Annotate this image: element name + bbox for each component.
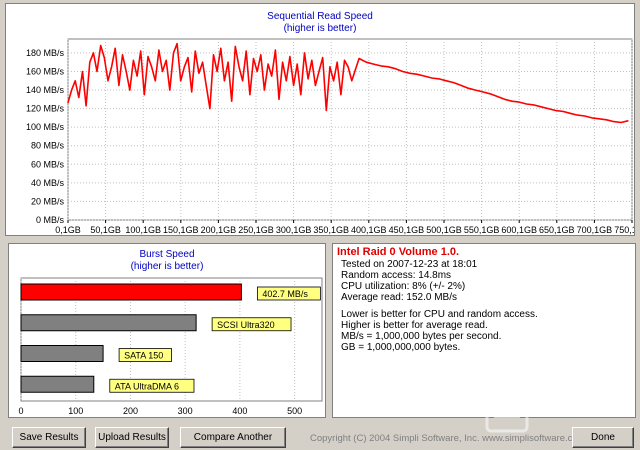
info-note-gb-definition: GB = 1,000,000,000 bytes.: [341, 342, 461, 353]
seq-y-tick-label: 140 MB/s: [26, 85, 65, 95]
burst-bar: [20, 283, 242, 301]
seq-y-tick-label: 0 MB/s: [36, 215, 65, 225]
upload-results-button[interactable]: Upload Results: [95, 427, 169, 448]
seq-x-tick-label: 750,1GB: [614, 225, 634, 235]
seq-read-series-line: [67, 42, 629, 124]
burst-x-tick-label: 500: [287, 406, 302, 416]
seq-x-tick-label: 300,1GB: [276, 225, 312, 235]
burst-x-tick-label: 100: [68, 406, 83, 416]
burst-bar-label-box: [211, 317, 292, 332]
seq-y-tick-label: 180 MB/s: [26, 48, 65, 58]
sequential-read-chart-panel: Sequential Read Speed (higher is better)…: [5, 3, 635, 236]
info-note-mbs-definition: MB/s = 1,000,000 bytes per second.: [341, 331, 502, 342]
seq-x-tick-label: 550,1GB: [464, 225, 500, 235]
burst-bar-label: ATA UltraDMA 6: [115, 381, 179, 391]
seq-x-tick-label: 0,1GB: [55, 225, 81, 235]
seq-x-tick-label: 450,1GB: [389, 225, 425, 235]
burst-chart-title: Burst Speed: [139, 249, 195, 260]
burst-bar-label-box: [109, 378, 195, 393]
burst-speed-chart: 0 100 200 300 400 500 402.7 MB/s SCSI Ultra320 S…: [18, 277, 323, 416]
compare-another-drive-button[interactable]: Compare Another Drive: [180, 427, 286, 448]
seq-y-tick-label: 60 MB/s: [31, 159, 65, 169]
seq-x-tick-label: 600,1GB: [501, 225, 537, 235]
seq-y-tick-label: 80 MB/s: [31, 141, 65, 151]
burst-speed-chart-panel: Burst Speed (higher is better) 0 100 200 30…: [8, 243, 326, 418]
info-cpu-utilization: CPU utilization: 8% (+/- 2%): [341, 281, 466, 292]
burst-x-tick-label: 300: [178, 406, 193, 416]
burst-bar-label: SCSI Ultra320: [217, 320, 275, 330]
burst-bar-label: 402.7 MB/s: [262, 289, 308, 299]
burst-bar: [20, 345, 104, 362]
seq-chart-subtitle: (higher is better): [283, 23, 357, 34]
seq-plot-area: [67, 38, 633, 221]
seq-y-tick-label: 40 MB/s: [31, 178, 65, 188]
seq-x-tick-label: 100,1GB: [125, 225, 161, 235]
burst-bar-label: SATA 150: [124, 351, 163, 361]
save-results-button[interactable]: Save Results: [12, 427, 86, 448]
burst-bar-label-box: [118, 348, 172, 362]
seq-x-tick-label: 400,1GB: [351, 225, 387, 235]
watermark-text: PURE PC: [531, 390, 635, 421]
seq-x-tick-label: 250,1GB: [238, 225, 274, 235]
info-average-read: Average read: 152.0 MB/s: [341, 292, 457, 303]
burst-bar: [20, 375, 95, 393]
purepc-watermark-logo: PURE PC: [485, 381, 635, 433]
seq-x-tick-label: 50,1GB: [90, 225, 121, 235]
info-note-lower-better: Lower is better for CPU and random acces…: [341, 309, 538, 320]
seq-y-tick-label: 100 MB/s: [26, 122, 65, 132]
seq-x-tick-label: 150,1GB: [163, 225, 199, 235]
seq-x-tick-label: 650,1GB: [539, 225, 575, 235]
seq-x-tick-label: 700,1GB: [577, 225, 613, 235]
burst-x-tick-label: 200: [123, 406, 138, 416]
burst-x-tick-label: 400: [232, 406, 247, 416]
seq-chart-title: Sequential Read Speed: [267, 11, 373, 22]
burst-x-tick-label: 0: [18, 406, 23, 416]
info-note-higher-better: Higher is better for average read.: [341, 320, 488, 331]
seq-x-tick-label: 200,1GB: [201, 225, 237, 235]
info-tested-on: Tested on 2007-12-23 at 18:01: [341, 259, 478, 270]
drive-name: Intel Raid 0 Volume 1.0.: [337, 246, 460, 258]
copyright-text: Copyright (C) 2004 Simpli Software, Inc.…: [310, 433, 586, 444]
sequential-read-chart: 0 MB/s 20 MB/s 40 MB/s 60 MB/s 80 MB/s 100 MB…: [26, 38, 634, 235]
burst-chart-subtitle: (higher is better): [130, 261, 204, 272]
seq-y-tick-label: 20 MB/s: [31, 196, 65, 206]
burst-bar-label-box: [256, 286, 321, 301]
done-button[interactable]: Done: [572, 427, 634, 448]
seq-x-tick-label: 500,1GB: [426, 225, 462, 235]
info-random-access: Random access: 14.8ms: [341, 270, 452, 281]
drive-info-panel: Intel Raid 0 Volume 1.0. Tested on 2007-…: [332, 243, 636, 418]
burst-bar: [20, 314, 197, 332]
seq-y-tick-label: 120 MB/s: [26, 104, 65, 114]
seq-y-tick-label: 160 MB/s: [26, 66, 65, 76]
seq-x-tick-label: 350,1GB: [313, 225, 349, 235]
